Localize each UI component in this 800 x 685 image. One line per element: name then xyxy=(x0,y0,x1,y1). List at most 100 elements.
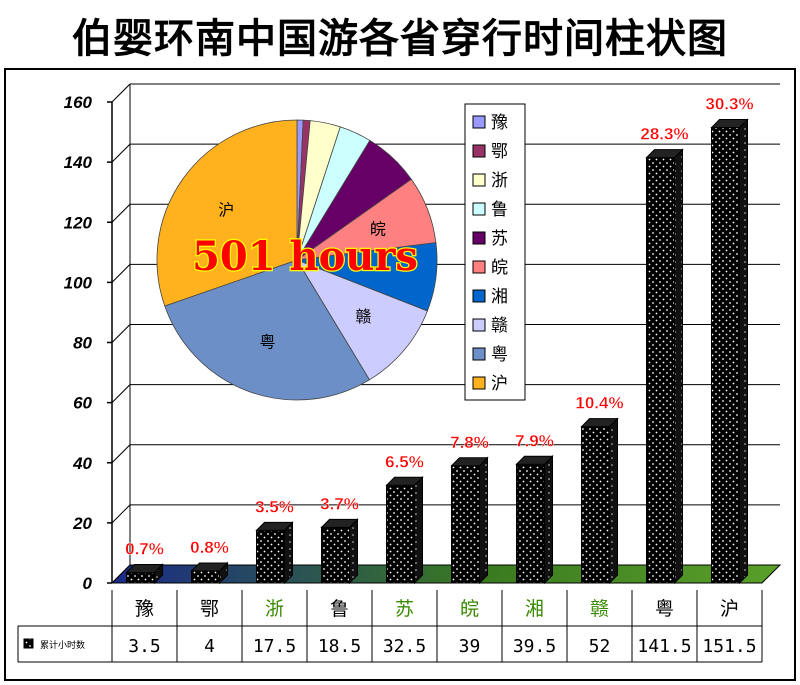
legend-label: 赣 xyxy=(491,316,508,336)
table-value: 141.5 xyxy=(637,636,691,657)
bar xyxy=(190,561,229,585)
percent-label: 28.3% xyxy=(640,125,688,144)
bar-top xyxy=(125,563,164,573)
bar xyxy=(255,521,294,585)
legend-label: 湘 xyxy=(491,287,508,307)
pie-slice xyxy=(164,259,371,401)
percent-label: 7.9% xyxy=(515,431,554,450)
y-tick-label: 120 xyxy=(64,213,93,232)
bar-front xyxy=(256,529,285,584)
bar-front xyxy=(646,157,675,584)
y-tick-label: 100 xyxy=(64,273,93,292)
bar xyxy=(515,455,554,585)
pie-slice-label: 粤 xyxy=(260,333,276,352)
table-value: 52 xyxy=(589,636,611,657)
table-value: 18.5 xyxy=(318,636,361,657)
legend-swatch xyxy=(472,289,486,303)
percent-label: 0.7% xyxy=(125,539,164,558)
table-value: 4 xyxy=(204,636,215,657)
gridline-side xyxy=(111,504,131,524)
legend-label: 苏 xyxy=(491,229,508,249)
bar-top xyxy=(385,476,424,486)
legend-swatch xyxy=(472,173,486,187)
table-value: 17.5 xyxy=(253,636,296,657)
series-swatch xyxy=(23,638,34,649)
bar-side xyxy=(284,521,293,585)
gridline-side xyxy=(111,444,131,464)
bar-side xyxy=(674,148,683,585)
y-tick-label: 60 xyxy=(73,394,92,413)
bars-layer xyxy=(125,118,749,585)
percent-label: 7.8% xyxy=(450,433,489,452)
pie-slice-label: 皖 xyxy=(370,220,386,239)
pie-center-text: 501 hours xyxy=(192,233,418,280)
x-category-label: 沪 xyxy=(720,598,739,620)
legend-swatch xyxy=(472,318,486,332)
x-category-label: 粤 xyxy=(655,598,674,620)
table-value: 32.5 xyxy=(383,636,426,657)
pie-chart: 皖赣粤 沪 501 hours xyxy=(156,119,438,401)
chart-title: 伯婴环南中国游各省穿行时间柱状图 xyxy=(72,16,728,62)
table-value: 39 xyxy=(459,636,481,657)
bar-top xyxy=(710,119,749,129)
percent-label: 30.3% xyxy=(705,95,753,114)
x-category-label: 鲁 xyxy=(330,598,349,620)
bar-top xyxy=(580,418,619,428)
bar-top xyxy=(320,518,359,528)
data-table: 豫 3.5 鄂 4 浙 17.5 鲁 18.5 苏 32.5 皖 39 湘 39.5 赣 52 粤 141.5 沪 1… xyxy=(17,590,763,663)
pie-slice xyxy=(296,259,428,381)
percent-labels-layer: 0.7% 0.8% 3.5% 3.7% 6.5% 7.8% 7.9% 10.4% 28.3% 30… xyxy=(125,94,754,558)
legend-swatch xyxy=(472,115,486,129)
legend-label: 豫 xyxy=(491,113,508,133)
series-name: 累计小时数 xyxy=(40,639,85,651)
x-category-label: 赣 xyxy=(590,598,609,620)
bar-front xyxy=(191,570,220,584)
percent-label: 0.8% xyxy=(190,538,229,557)
y-tick-label: 80 xyxy=(73,334,92,353)
legend-swatch xyxy=(472,347,486,361)
bar-side xyxy=(739,118,748,585)
gridline-side xyxy=(111,203,131,223)
legend-swatch xyxy=(472,376,486,390)
table-value: 3.5 xyxy=(128,636,161,657)
bar-front xyxy=(516,463,545,584)
pie-slice xyxy=(156,119,298,307)
bar-front xyxy=(581,426,610,584)
x-category-label: 豫 xyxy=(135,598,154,620)
table-value: 39.5 xyxy=(513,636,556,657)
bar-side xyxy=(349,518,358,585)
chart-frame xyxy=(4,68,796,681)
x-category-label: 浙 xyxy=(265,598,284,620)
bar xyxy=(320,518,359,585)
legend-label: 浙 xyxy=(491,171,508,191)
bar-front xyxy=(451,465,480,584)
legend-label: 粤 xyxy=(491,345,508,365)
legend-swatch xyxy=(472,231,486,245)
y-tick-label: 0 xyxy=(83,574,93,593)
bar-front xyxy=(386,484,415,584)
x-category-label: 皖 xyxy=(460,598,479,620)
gridline-side xyxy=(111,384,131,403)
bar-top xyxy=(645,149,684,159)
y-axis-layer: 0 20 40 60 80 100 120 140 160 xyxy=(64,93,113,593)
bar-side xyxy=(544,455,553,585)
bar xyxy=(580,417,619,585)
x-category-label: 湘 xyxy=(525,598,544,620)
y-tick-label: 140 xyxy=(64,153,93,172)
y-tick-label: 20 xyxy=(72,514,92,533)
percent-label: 10.4% xyxy=(575,394,623,413)
x-category-label: 鄂 xyxy=(200,598,219,620)
legend-swatch xyxy=(472,144,486,158)
bar-side xyxy=(479,456,488,585)
bar xyxy=(450,456,489,585)
percent-label: 3.5% xyxy=(255,497,294,516)
bar-side xyxy=(414,476,423,585)
gridline-side xyxy=(111,83,131,103)
legend-swatch xyxy=(472,202,486,216)
gridline-side xyxy=(111,264,131,283)
percent-label: 3.7% xyxy=(320,494,359,513)
bar-top xyxy=(515,455,554,465)
percent-label: 6.5% xyxy=(385,452,424,471)
bar xyxy=(125,563,164,585)
